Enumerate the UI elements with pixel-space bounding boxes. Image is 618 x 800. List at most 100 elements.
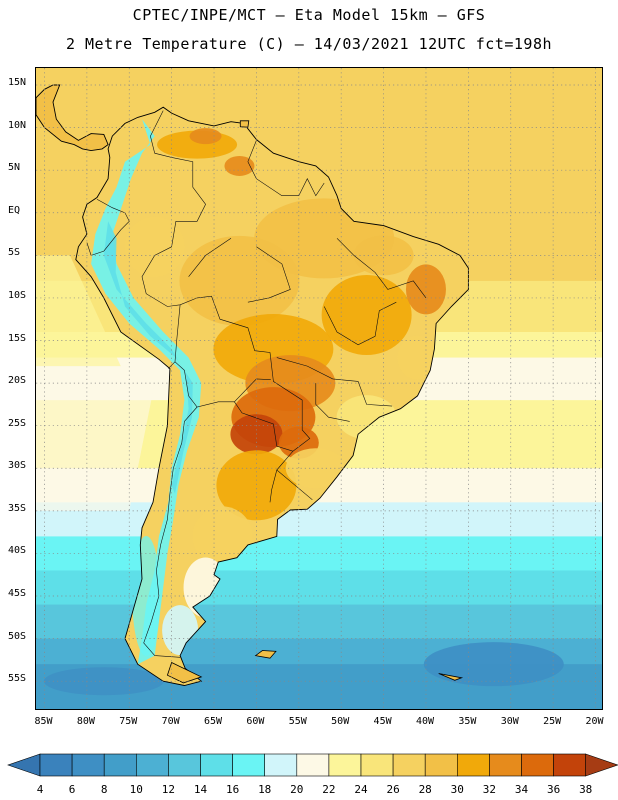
colorbar-label: 32 xyxy=(482,783,497,796)
colorbar-label: 8 xyxy=(100,783,108,796)
border-line-8 xyxy=(269,469,278,503)
land-zone-17 xyxy=(397,335,438,380)
lon-label: 55W xyxy=(288,716,307,727)
south-atlantic-cold-pool xyxy=(423,642,564,687)
colorbar-label: 4 xyxy=(36,783,44,796)
lat-label: 40S xyxy=(8,545,27,557)
lon-label: 75W xyxy=(119,716,138,727)
border-line-4 xyxy=(168,304,181,369)
colorbar-label: 30 xyxy=(450,783,464,796)
colorbar-swatch-c22 xyxy=(328,753,362,777)
border-line-7 xyxy=(143,406,198,658)
land-zone-14 xyxy=(189,128,222,145)
map-canvas xyxy=(36,68,602,709)
colorbar-label: 12 xyxy=(161,783,176,796)
colorbar-swatch-c8 xyxy=(103,753,137,777)
colorbar-swatch-c12 xyxy=(168,753,201,777)
lon-label: 45W xyxy=(373,716,392,727)
colorbar-label: 36 xyxy=(546,783,561,796)
lat-label: EQ xyxy=(8,204,21,216)
colorbar-swatch-c4 xyxy=(39,753,73,777)
map-subtitle: 2 Metre Temperature (C) – 14/03/2021 12U… xyxy=(65,35,553,53)
colorbar-label: 24 xyxy=(354,783,368,796)
lon-label: 50W xyxy=(331,716,350,727)
island-6 xyxy=(166,661,203,684)
map-title: CPTEC/INPE/MCT – Eta Model 15km – GFS xyxy=(132,6,486,24)
lat-label: 35S xyxy=(8,502,27,514)
pacific-cool-zone xyxy=(36,383,155,511)
central-america-coastline xyxy=(36,84,109,152)
lon-label: 85W xyxy=(34,716,53,727)
lat-label: 5S xyxy=(8,247,21,259)
border-line-2 xyxy=(86,198,130,256)
colorbar-label: 6 xyxy=(68,783,76,796)
colorbar-swatch-c16 xyxy=(232,753,266,777)
lon-label: 65W xyxy=(203,716,223,727)
border-line-5 xyxy=(174,361,293,452)
island-7 xyxy=(438,673,464,681)
colorbar-swatch-c24 xyxy=(360,753,394,777)
land-zone-20 xyxy=(124,216,185,277)
colorbar-arrow-high xyxy=(585,753,618,777)
colorbar-swatch-c32 xyxy=(489,753,522,777)
lat-label: 20S xyxy=(8,375,27,387)
land-temperature-field xyxy=(36,84,469,686)
ocean-band-8 xyxy=(36,570,602,606)
colorbar-label: 38 xyxy=(579,783,593,796)
colorbar-swatch-c14 xyxy=(200,753,233,777)
land-zone-10 xyxy=(192,506,253,567)
island-5 xyxy=(254,650,277,659)
pacific-mild-zone xyxy=(36,255,121,367)
land-zone-1 xyxy=(179,235,300,326)
colorbar-swatch-c18 xyxy=(264,753,298,777)
lon-label: 30W xyxy=(500,716,519,727)
lat-label: 5N xyxy=(8,162,21,174)
lat-label: 25S xyxy=(8,417,27,429)
ocean-band-6 xyxy=(36,502,602,537)
border-line-14 xyxy=(188,238,232,277)
land-zone-3 xyxy=(405,264,446,315)
lon-label: 40W xyxy=(415,716,434,727)
colorbar-label: 22 xyxy=(322,783,336,796)
colorbar-swatch-c28 xyxy=(424,753,458,777)
colorbar-label: 10 xyxy=(129,783,143,796)
south-america-coastline xyxy=(75,106,469,686)
border-line-1 xyxy=(247,140,325,197)
lat-label: 15N xyxy=(8,77,27,89)
colorbar-swatch-c6 xyxy=(71,753,105,777)
lon-label: 60W xyxy=(246,716,265,727)
colorbar-arrow-low xyxy=(7,753,41,777)
colorbar-swatch-c10 xyxy=(136,753,169,777)
land-zone-15 xyxy=(224,155,255,176)
border-line-9 xyxy=(336,238,427,299)
lon-label: 70W xyxy=(161,716,180,727)
colorbar-label: 26 xyxy=(386,783,400,796)
lon-label: 25W xyxy=(543,716,562,727)
colorbar-label: 14 xyxy=(193,783,208,796)
lat-label: 30S xyxy=(8,460,27,472)
lat-label: 50S xyxy=(8,630,27,642)
border-line-12 xyxy=(276,357,393,407)
colorbar xyxy=(7,753,618,777)
colorbar-swatch-c26 xyxy=(392,753,426,777)
land-zone-9 xyxy=(216,450,297,521)
colorbar-swatch-c30 xyxy=(456,753,490,777)
lat-label: 55S xyxy=(8,673,27,685)
lat-label: 10S xyxy=(8,289,27,301)
colorbar-swatch-c36 xyxy=(553,753,586,777)
colorbar-swatch-c34 xyxy=(521,753,554,777)
lon-label: 20W xyxy=(585,716,604,727)
border-line-13 xyxy=(315,383,350,422)
ocean-band-7 xyxy=(36,536,602,571)
colorbar-label: 20 xyxy=(290,783,304,796)
border-line-0 xyxy=(150,110,206,247)
colorbar-label: 18 xyxy=(258,783,272,796)
island-4 xyxy=(239,120,250,128)
border-line-3 xyxy=(141,246,313,501)
border-line-10 xyxy=(247,246,291,303)
colorbar-label: 34 xyxy=(514,783,529,796)
lat-label: 15S xyxy=(8,332,27,344)
lat-label: 45S xyxy=(8,588,27,600)
colorbar-label: 16 xyxy=(225,783,240,796)
land-zone-2 xyxy=(321,274,412,355)
